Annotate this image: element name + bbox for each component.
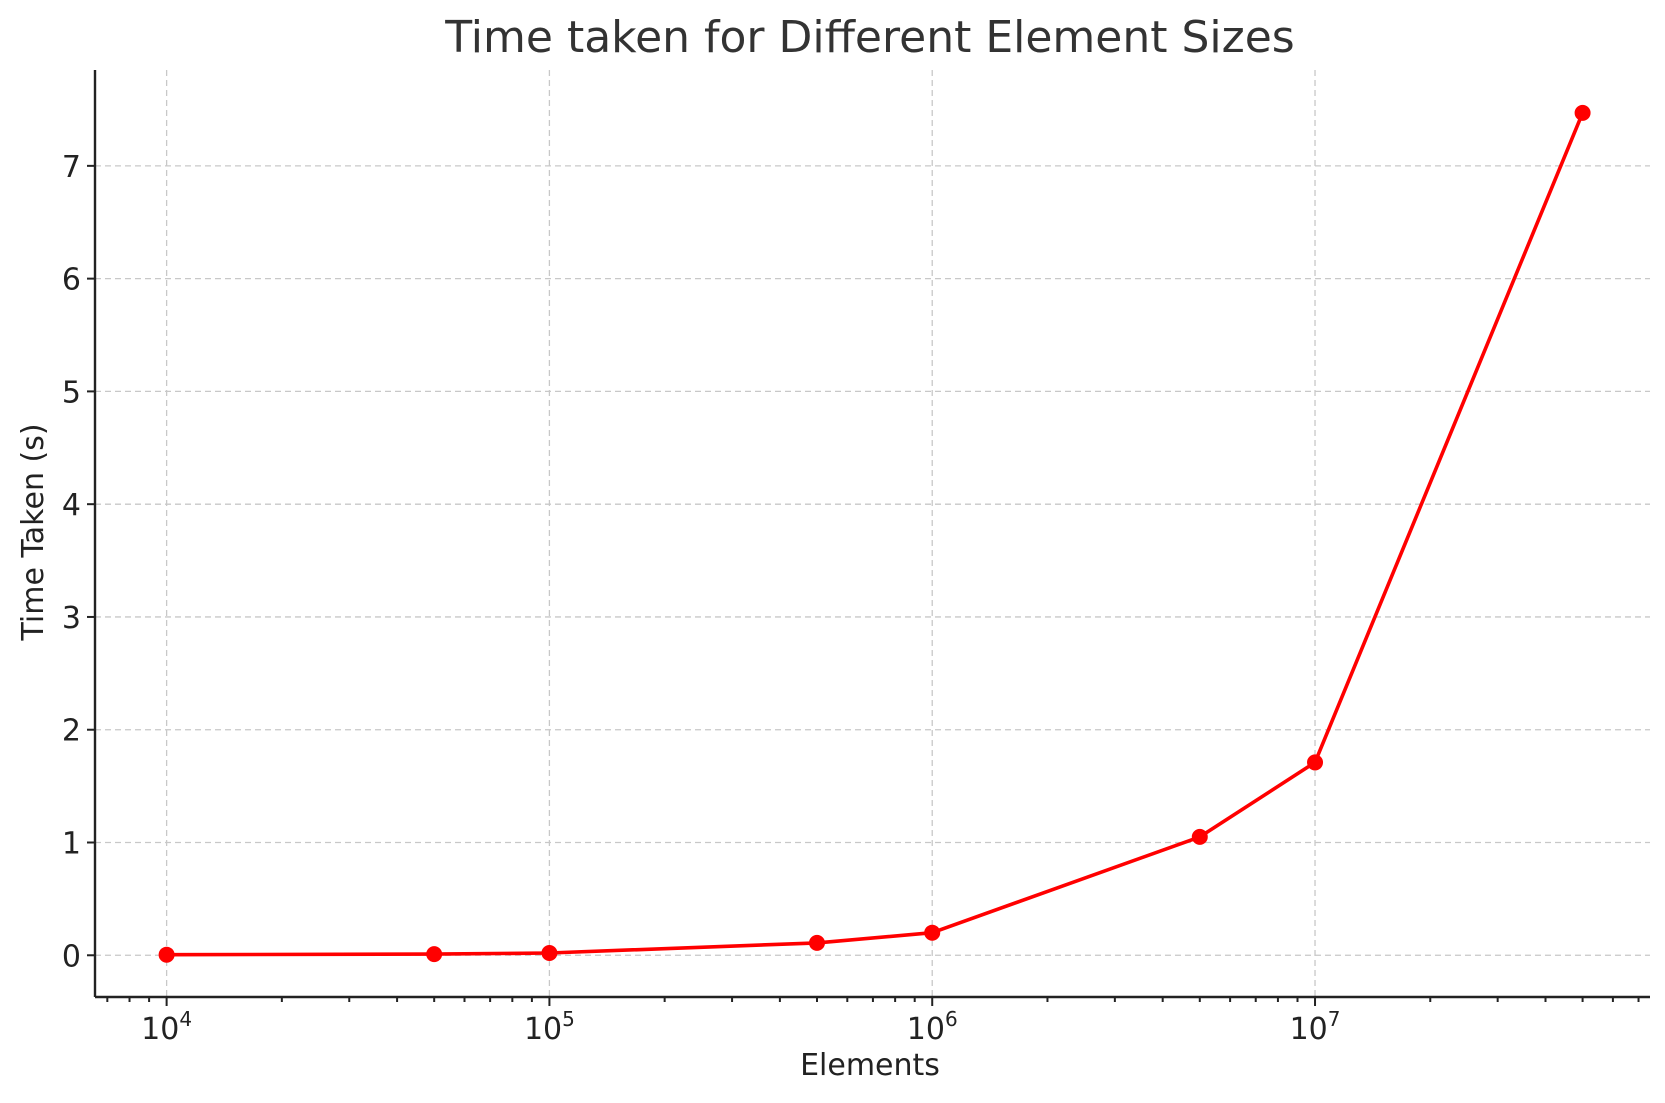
x-tick-label: 107 xyxy=(1290,1007,1341,1047)
data-point xyxy=(426,946,443,963)
data-point xyxy=(1574,104,1591,121)
axes-spines xyxy=(93,70,1650,999)
y-axis-label: Time Taken (s) xyxy=(16,423,51,641)
y-tick-label: 6 xyxy=(62,263,81,298)
data-point xyxy=(1191,828,1208,845)
x-tick-label: 104 xyxy=(141,1007,192,1047)
x-tick-exponent: 5 xyxy=(562,1007,575,1031)
y-tick-label: 2 xyxy=(62,714,81,749)
series-layer xyxy=(158,104,1591,963)
x-tick-exponent: 6 xyxy=(945,1007,958,1031)
x-tick-label: 105 xyxy=(524,1007,575,1047)
x-tick-base: 10 xyxy=(1290,1012,1328,1047)
data-point xyxy=(808,934,825,951)
data-point xyxy=(158,946,175,963)
y-tick-label: 4 xyxy=(62,488,81,523)
x-tick-exponent: 7 xyxy=(1328,1007,1341,1031)
x-axis-label: Elements xyxy=(800,1048,940,1083)
x-tick-base: 10 xyxy=(907,1012,945,1047)
y-tick-label: 3 xyxy=(62,601,81,636)
data-point xyxy=(924,924,941,941)
data-point xyxy=(1307,754,1324,771)
data-point xyxy=(541,945,558,962)
y-tick-label: 1 xyxy=(62,827,81,862)
x-tick-exponent: 4 xyxy=(179,1007,192,1031)
grid-layer xyxy=(95,70,1650,997)
x-tick-base: 10 xyxy=(141,1012,179,1047)
y-tick-label: 0 xyxy=(62,939,81,974)
y-tick-label: 5 xyxy=(62,375,81,410)
x-tick-base: 10 xyxy=(524,1012,562,1047)
series-line xyxy=(166,112,1585,957)
x-tick-label: 106 xyxy=(907,1007,958,1047)
chart-title: Time taken for Different Element Sizes xyxy=(444,12,1294,63)
y-tick-label: 7 xyxy=(62,150,81,185)
